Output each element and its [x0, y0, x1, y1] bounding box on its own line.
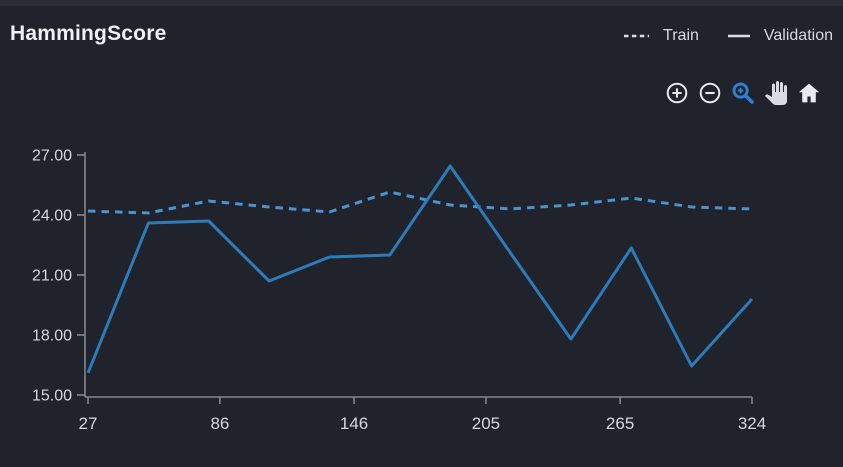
y-tick-label: 24.00	[32, 208, 72, 225]
y-tick-label: 18.00	[32, 328, 72, 345]
page-title: HammingScore	[10, 22, 167, 45]
legend-label-train: Train	[663, 27, 699, 44]
chart-toolbar	[665, 81, 821, 105]
pan-button[interactable]	[764, 81, 788, 105]
pan-hand-icon	[765, 81, 787, 105]
validation-solid-marker-icon	[727, 34, 750, 38]
zoom-out-icon	[699, 82, 721, 104]
y-tick-label: 21.00	[32, 268, 72, 285]
x-tick-label: 86	[210, 414, 229, 433]
x-tick-label: 27	[79, 414, 98, 433]
legend-item-validation[interactable]: Validation	[727, 27, 833, 45]
y-tick-label: 15.00	[32, 388, 72, 405]
zoom-out-button[interactable]	[698, 81, 722, 105]
y-tick-label: 27.00	[32, 148, 72, 165]
box-zoom-magnifier-icon	[732, 82, 754, 104]
x-tick-label: 265	[606, 414, 634, 433]
validation-line	[86, 164, 754, 374]
x-tick-label: 146	[340, 414, 368, 433]
legend-item-train[interactable]: Train	[623, 27, 699, 45]
home-icon	[798, 83, 820, 103]
x-tick-label: 324	[738, 414, 766, 433]
train-line	[87, 190, 753, 215]
box-zoom-button[interactable]	[731, 81, 755, 105]
train-dashed-marker-icon	[624, 34, 650, 38]
card-top-strip	[0, 0, 843, 6]
zoom-in-button[interactable]	[665, 81, 689, 105]
zoom-in-icon	[666, 82, 688, 104]
legend-label-validation: Validation	[763, 27, 833, 44]
home-button[interactable]	[797, 81, 821, 105]
x-tick-label: 205	[472, 414, 500, 433]
legend: Train Validation	[623, 27, 833, 45]
